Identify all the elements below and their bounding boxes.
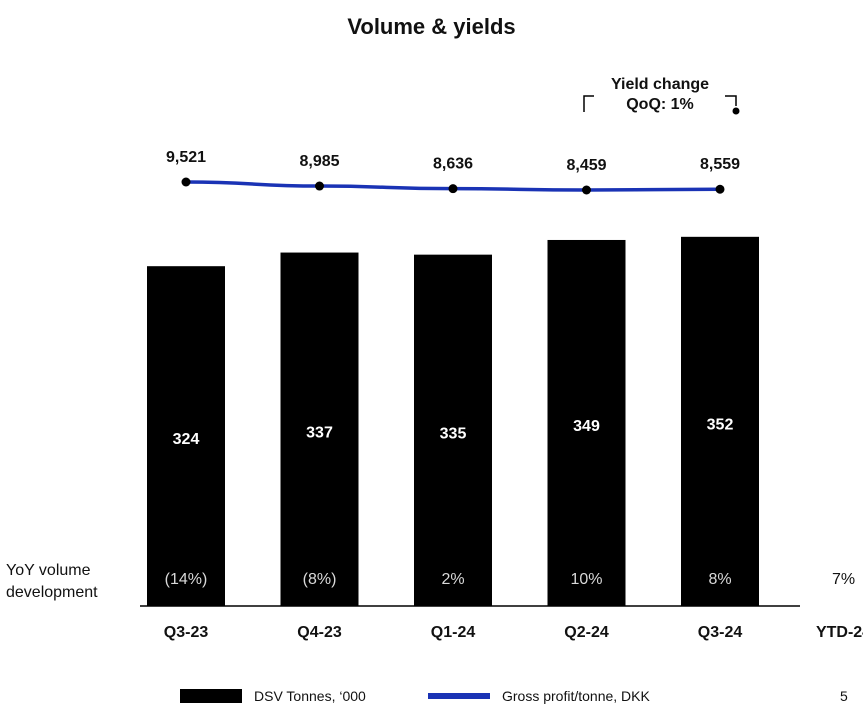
yoy-label-line1: YoY volume [6,562,91,579]
yoy-volume-label: YoY volume development [6,560,98,604]
yoy-label: (8%) [303,571,337,588]
legend-item-gp: Gross profit/tonne, DKK [428,688,650,704]
line-point [582,185,591,195]
yoy-label: (14%) [165,571,208,588]
yoy-label: 7% [832,571,855,588]
legend-label-gp: Gross profit/tonne, DKK [502,688,650,704]
yield-change-line2: QoQ: 1% [626,96,694,113]
bar-q2-24 [547,239,626,606]
line-value-label: 8,459 [566,157,606,174]
line-point [448,184,458,194]
line-value-label: 8,636 [433,156,473,173]
yoy-label-line2: development [6,584,98,601]
chart-title: Volume & yields [347,14,516,39]
bar-value-label: 349 [573,418,600,435]
x-tick-label: Q1-24 [431,624,476,641]
yoy-label: 8% [708,571,731,588]
line-value-label: 9,521 [166,149,206,166]
bar-value-label: 324 [173,431,200,448]
yoy-label: 10% [570,571,602,588]
line-point [315,181,324,191]
bar-value-label: 352 [707,416,734,433]
yield-change-note: Yield change QoQ: 1% [586,75,734,115]
bar-q3-23 [147,266,225,606]
bar-q4-23 [280,252,359,607]
legend-swatch-gp [428,693,490,699]
bar-q1-24 [414,254,492,607]
legend-item-tonnes: DSV Tonnes, ‘000 [180,688,366,704]
page-number: 5 [840,688,848,704]
x-tick-label: Q4-23 [297,624,342,641]
bracket-right [725,95,737,106]
line-value-label: 8,559 [700,156,740,173]
bar-value-label: 337 [306,424,333,441]
x-tick-label: Q3-23 [164,624,209,641]
bar-value-label: 335 [440,425,467,442]
line-point [715,184,725,194]
legend-swatch-tonnes [180,689,242,703]
bracket-left [583,95,594,112]
x-tick-label: Q3-24 [698,624,743,641]
line-value-label: 8,985 [299,153,339,170]
x-tick-label: Q2-24 [564,624,609,641]
line-point [181,177,191,187]
legend-label-tonnes: DSV Tonnes, ‘000 [254,688,366,704]
bar-q3-24 [681,236,759,607]
yoy-label: 2% [441,571,464,588]
yield-change-line1: Yield change [610,76,710,93]
x-tick-label: YTD-24 [816,624,863,641]
bracket-dot [732,107,740,115]
